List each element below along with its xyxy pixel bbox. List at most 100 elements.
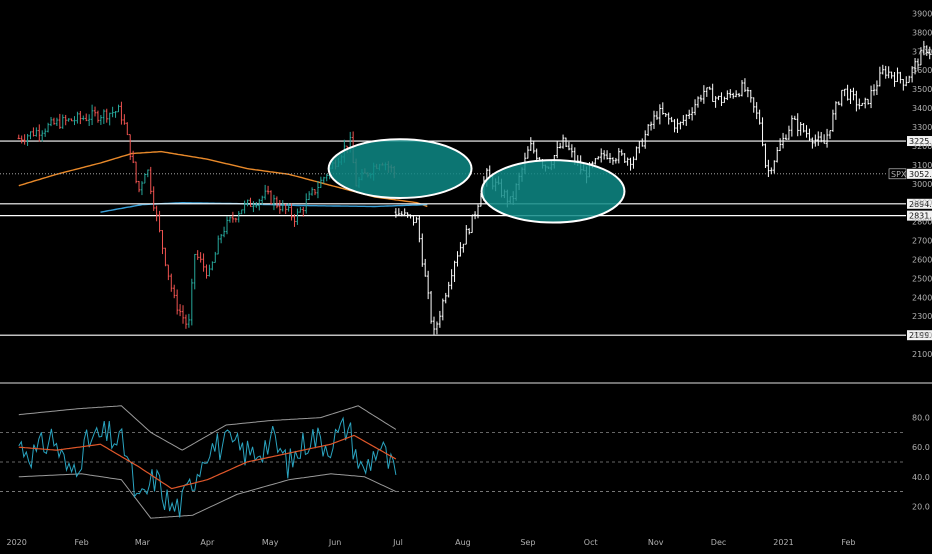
projection-bar <box>837 101 840 106</box>
projection-bar <box>919 47 923 66</box>
projection-bar <box>708 86 711 90</box>
projection-bar <box>632 156 635 169</box>
projection-bar <box>875 80 879 95</box>
price-tick-label: 3000.0 <box>912 180 932 189</box>
rsi-indicator <box>0 405 906 519</box>
projection-bar <box>887 66 890 79</box>
price-bar <box>117 104 120 113</box>
price-bar <box>234 217 238 223</box>
last-price-box <box>907 168 932 179</box>
projection-bar <box>412 215 415 226</box>
ticker-tag-box <box>888 168 907 180</box>
projection-bar <box>664 112 667 118</box>
projection-bar <box>432 316 436 335</box>
projection-bar <box>679 121 682 130</box>
projection-bar <box>444 292 447 304</box>
projection-bar <box>570 144 574 158</box>
price-bar <box>222 226 226 238</box>
price-tick-label: 2500.0 <box>912 274 932 283</box>
level-label-box <box>907 136 932 147</box>
price-bar <box>52 117 56 125</box>
price-bar <box>29 131 32 140</box>
projection-bar <box>775 147 779 163</box>
highlight-ellipse[interactable] <box>327 138 473 199</box>
projection-bar <box>400 211 403 217</box>
projection-bar <box>629 157 632 171</box>
price-bar <box>102 109 106 124</box>
price-bar <box>281 200 284 212</box>
highlight-ellipse[interactable] <box>480 159 626 224</box>
price-bar <box>225 216 229 235</box>
projection-bar <box>896 67 899 82</box>
price-bar <box>161 230 164 255</box>
projection-bar <box>872 84 876 96</box>
projection-bar <box>635 146 638 161</box>
price-bar <box>293 214 296 227</box>
projection-bar <box>558 142 562 149</box>
time-tick-label: Feb <box>841 538 855 547</box>
projection-bar <box>714 96 717 108</box>
last-price-label: 3052.6 <box>909 170 932 179</box>
price-bar <box>70 118 73 122</box>
projection-bar <box>910 66 914 83</box>
price-bar <box>96 110 100 123</box>
projection-bar <box>470 214 474 234</box>
projection-bar <box>605 150 609 160</box>
price-bar <box>305 193 308 214</box>
price-bar <box>158 210 161 233</box>
projection-bar <box>473 211 477 220</box>
price-axis[interactable]: 3900.0 3800.0 3700.0 3600.0 3500.0 3400.0 3300… <box>912 9 932 359</box>
price-bar <box>111 106 114 118</box>
level-label-box <box>907 210 932 221</box>
projection-bar <box>843 88 846 97</box>
projection-bar <box>752 97 755 113</box>
price-tick-label: 2100.0 <box>912 350 932 359</box>
projection-bar <box>644 130 647 149</box>
projection-bar <box>778 138 782 152</box>
projection-bar <box>421 233 424 267</box>
projection-bar <box>438 310 442 328</box>
price-tick-label: 3500.0 <box>912 85 932 94</box>
level-label-box <box>907 198 932 209</box>
projection-bar <box>655 111 659 120</box>
projection-bar <box>617 148 621 164</box>
projection-bar <box>426 270 430 300</box>
projection-bar <box>397 208 401 216</box>
projection-bar <box>564 137 568 148</box>
projection-bar <box>459 242 462 257</box>
projection-bar <box>638 140 641 154</box>
projection-bar <box>453 260 456 282</box>
projection-bar <box>693 99 697 116</box>
price-bar <box>20 135 23 144</box>
projection-bar <box>623 153 626 163</box>
time-tick-label: Apr <box>200 538 215 547</box>
price-bar <box>79 110 82 125</box>
level-label: 2894.2 <box>909 200 932 209</box>
time-axis[interactable]: 2020 Feb Mar Apr May Jun Jul Aug Sep Oct Nov Dec 202… <box>6 538 855 547</box>
projection-bar <box>740 80 744 97</box>
price-bar <box>258 198 261 211</box>
projection-bar <box>602 150 606 160</box>
price-tick-label: 2700.0 <box>912 237 932 246</box>
projection-bar <box>893 71 896 87</box>
price-bar <box>193 253 196 290</box>
price-bar <box>319 176 323 188</box>
price-bar <box>129 134 132 160</box>
price-tick-label: 3900.0 <box>912 9 932 18</box>
projection-bar <box>476 204 480 219</box>
level-label-box <box>907 330 932 341</box>
projection-bar <box>561 134 565 149</box>
projection-bar <box>447 281 450 298</box>
rsi-axis[interactable]: 80.0 60.0 40.0 20.0 <box>912 414 930 512</box>
projection-bar <box>852 87 855 101</box>
projection-bar <box>611 157 615 165</box>
price-bar <box>184 314 188 329</box>
price-bar <box>219 234 223 244</box>
price-bar <box>17 134 20 140</box>
rsi-tick-label: 40.0 <box>912 473 930 482</box>
projection-bar <box>649 121 653 131</box>
projection-bar <box>406 212 409 218</box>
